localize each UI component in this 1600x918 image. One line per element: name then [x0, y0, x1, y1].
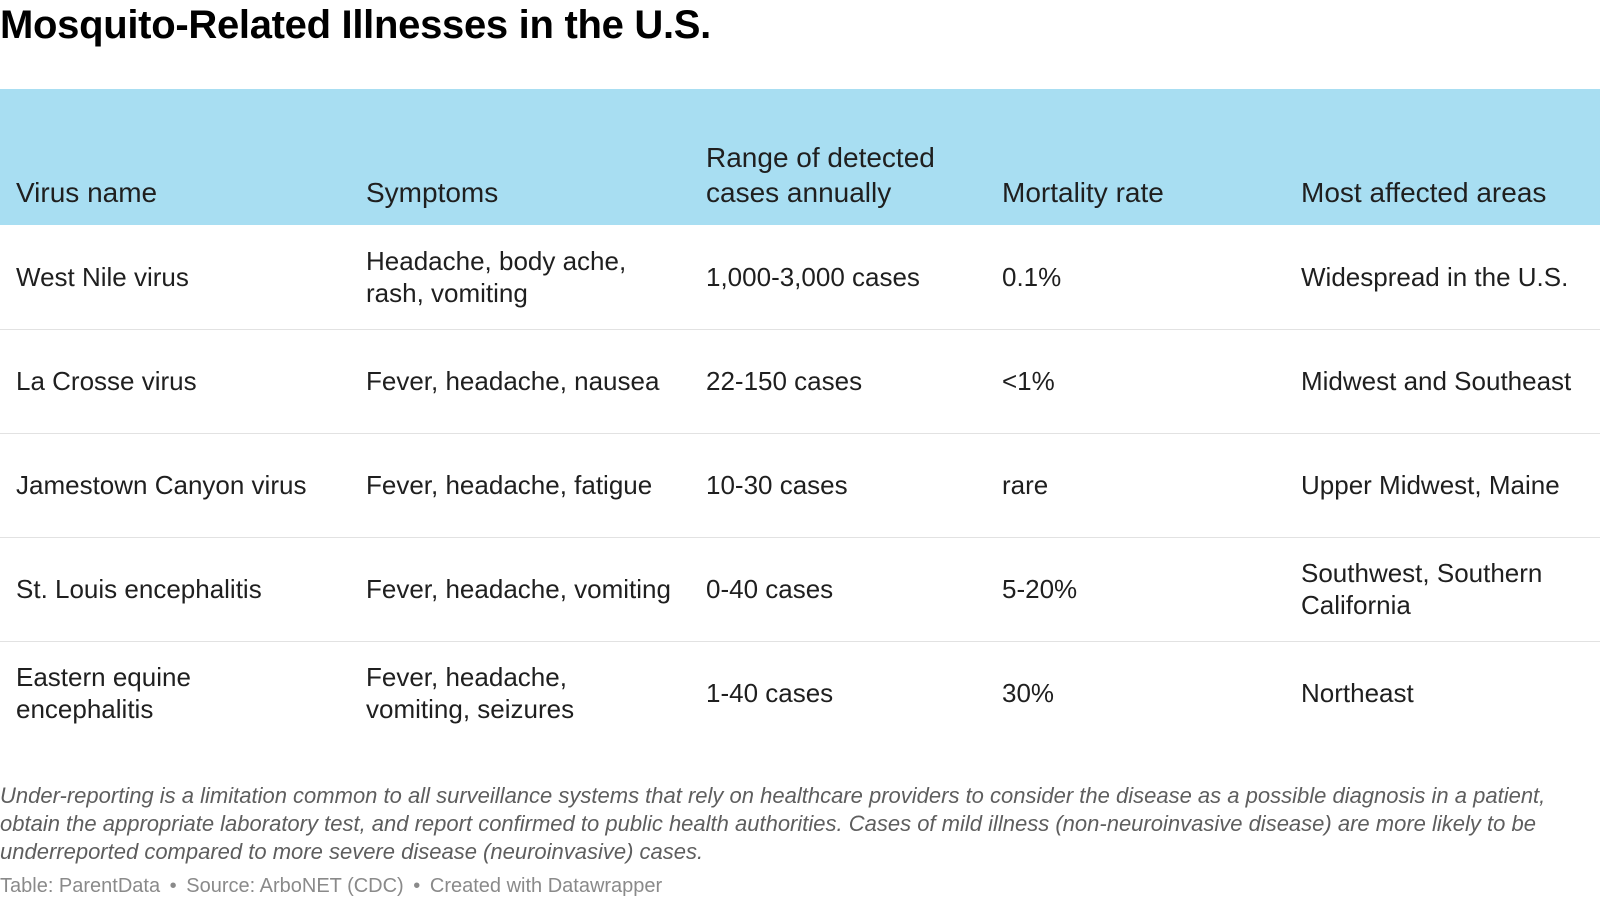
table-row: St. Louis encephalitis Fever, headache, … [0, 537, 1600, 641]
table-note: Under-reporting is a limitation common t… [0, 783, 1546, 864]
table-row: Jamestown Canyon virus Fever, headache, … [0, 433, 1600, 537]
cell-mortality-rate: rare [1002, 470, 1049, 500]
illness-table: Virus name Symptoms Range of detected ca… [0, 89, 1600, 745]
separator-dot: • [169, 875, 177, 897]
datawrapper-link[interactable]: Created with Datawrapper [429, 875, 663, 897]
separator-dot: • [413, 875, 421, 897]
source-link[interactable]: Source: ArboNET (CDC) [186, 875, 404, 897]
cell-virus-name: La Crosse virus [16, 366, 197, 396]
chart-title: Mosquito-Related Illnesses in the U.S. [0, 3, 711, 47]
cell-symptoms: Fever, headache, vomiting [366, 574, 671, 604]
cell-affected-areas: Midwest and Southeast [1301, 366, 1572, 396]
cell-mortality-rate: 30% [1002, 678, 1055, 709]
column-header-virus-name[interactable]: Virus name [16, 177, 158, 208]
cell-virus-name: Eastern equine encephalitis [16, 662, 191, 725]
cell-symptoms: Fever, headache, nausea [366, 366, 660, 396]
cell-virus-name: St. Louis encephalitis [16, 574, 262, 604]
cell-symptoms: Headache, body ache, rash, vomiting [366, 245, 627, 308]
table-row: La Crosse virus Fever, headache, nausea … [0, 329, 1600, 433]
cell-symptoms: Fever, headache, vomiting, seizures [366, 662, 575, 725]
cell-affected-areas: Northeast [1301, 678, 1414, 709]
cell-mortality-rate: 0.1% [1002, 261, 1062, 292]
cell-case-range: 0-40 cases [706, 574, 834, 604]
footer-credits: Table: ParentData • Source: ArboNET (CDC… [0, 872, 662, 900]
table-header: Virus name Symptoms Range of detected ca… [0, 89, 1600, 225]
column-header-case-range[interactable]: Range of detected cases annually [706, 142, 935, 208]
cell-affected-areas: Widespread in the U.S. [1301, 261, 1569, 292]
header-row: Virus name Symptoms Range of detected ca… [0, 89, 1600, 225]
table-row: West Nile virus Headache, body ache, ras… [0, 225, 1600, 329]
cell-case-range: 10-30 cases [706, 470, 848, 500]
table-body: West Nile virus Headache, body ache, ras… [0, 225, 1600, 745]
cell-case-range: 22-150 cases [706, 366, 863, 396]
cell-mortality-rate: 5-20% [1002, 574, 1078, 604]
cell-mortality-rate: <1% [1002, 366, 1055, 396]
table-row: Eastern equine encephalitis Fever, heada… [0, 641, 1600, 745]
column-header-affected-areas[interactable]: Most affected areas [1301, 177, 1547, 208]
column-header-mortality-rate[interactable]: Mortality rate [1002, 177, 1164, 208]
credit-text: Table: ParentData [0, 875, 161, 897]
column-header-symptoms[interactable]: Symptoms [366, 177, 499, 208]
cell-symptoms: Fever, headache, fatigue [366, 470, 653, 500]
cell-case-range: 1-40 cases [706, 678, 834, 709]
cell-virus-name: West Nile virus [16, 261, 189, 292]
cell-case-range: 1,000-3,000 cases [706, 261, 920, 292]
cell-affected-areas: Southwest, Southern California [1301, 558, 1543, 620]
cell-virus-name: Jamestown Canyon virus [16, 470, 307, 500]
cell-affected-areas: Upper Midwest, Maine [1301, 470, 1560, 500]
